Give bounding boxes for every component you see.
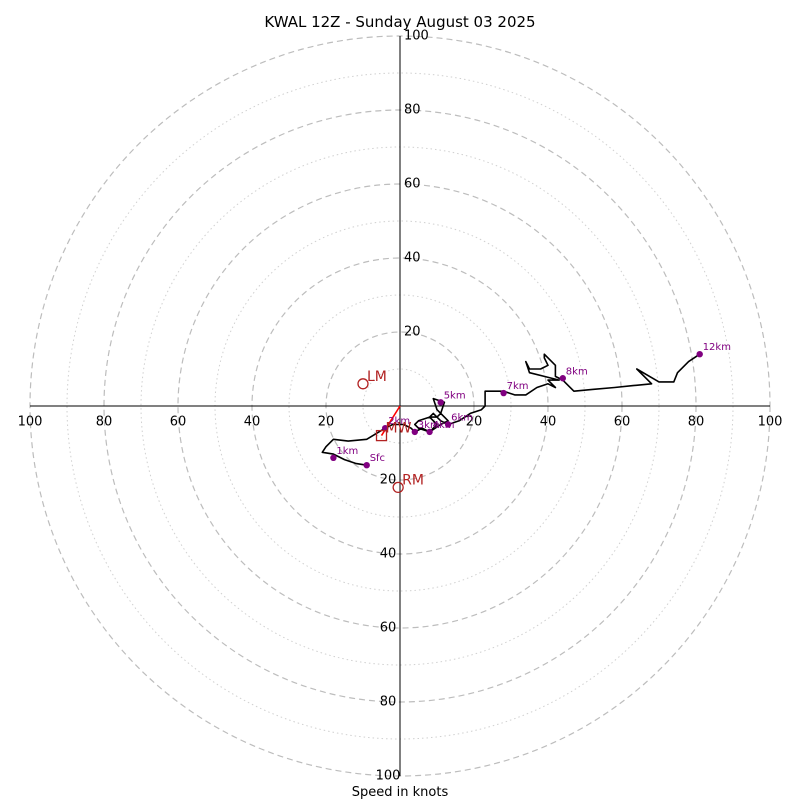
storm-marker-lm — [357, 378, 369, 390]
storm-label-mw: MW — [386, 421, 412, 437]
height-label-6km: 6km — [451, 413, 473, 424]
height-label-8km: 8km — [566, 366, 588, 377]
height-label-2km: 2km — [388, 416, 410, 427]
y-tick-top-20: 20 — [404, 325, 421, 340]
x-tick-left-80: 80 — [96, 415, 113, 430]
storm-marker-rm — [392, 481, 404, 494]
height-marker-4km — [426, 428, 433, 436]
hodograph-trace-group — [321, 353, 701, 466]
x-tick-left-40: 40 — [244, 415, 261, 430]
x-tick-right-60: 60 — [614, 415, 631, 430]
x-tick-right-40: 40 — [540, 415, 557, 430]
y-tick-top-80: 80 — [404, 103, 421, 118]
height-marker-7km — [500, 389, 507, 397]
x-axis-label: Speed in knots — [352, 785, 449, 800]
x-tick-right-20: 20 — [466, 415, 483, 430]
y-tick-top-40: 40 — [404, 251, 421, 266]
y-tick-bottom-40: 40 — [380, 547, 397, 562]
height-marker-12km — [696, 351, 703, 358]
height-marker-6km — [444, 421, 452, 428]
height-label-12km: 12km — [703, 342, 731, 353]
storm-label-rm: RM — [402, 472, 424, 488]
storm-marker-mw — [375, 429, 388, 442]
height-label-3km: 3km — [418, 420, 440, 431]
chart-title: KWAL 12Z - Sunday August 03 2025 — [264, 13, 535, 31]
x-tick-left-100: 100 — [18, 415, 43, 430]
hodograph-trace — [321, 353, 701, 466]
height-marker-2km — [382, 425, 389, 432]
height-marker-sfc — [363, 462, 370, 469]
height-label-sfc: Sfc — [370, 453, 385, 464]
x-tick-left-60: 60 — [170, 415, 187, 430]
x-tick-right-100: 100 — [758, 415, 783, 430]
y-tick-top-60: 60 — [404, 177, 421, 192]
height-label-7km: 7km — [507, 381, 529, 392]
y-tick-top-100: 100 — [404, 29, 429, 44]
height-label-1km: 1km — [336, 446, 358, 457]
height-marker-1km — [330, 454, 337, 461]
y-tick-bottom-100: 100 — [376, 769, 401, 784]
height-label-4km: 4km — [433, 420, 455, 431]
height-marker-5km — [437, 399, 444, 406]
storm-label-lm: LM — [367, 369, 387, 385]
tick-labels: 100 80 60 40 20 20 40 60 80 100 100 80 60 40 20 20 40 60 8… — [18, 29, 783, 784]
y-tick-bottom-60: 60 — [380, 621, 397, 636]
height-marker-8km — [559, 375, 566, 382]
height-label-5km: 5km — [444, 390, 466, 401]
x-tick-right-80: 80 — [688, 415, 705, 430]
y-tick-bottom-20: 20 — [380, 473, 397, 488]
height-marker-3km — [411, 428, 418, 436]
storm-motion-markers: LM RM MW — [357, 369, 424, 494]
x-tick-left-20: 20 — [318, 415, 335, 430]
y-tick-bottom-80: 80 — [380, 695, 397, 710]
